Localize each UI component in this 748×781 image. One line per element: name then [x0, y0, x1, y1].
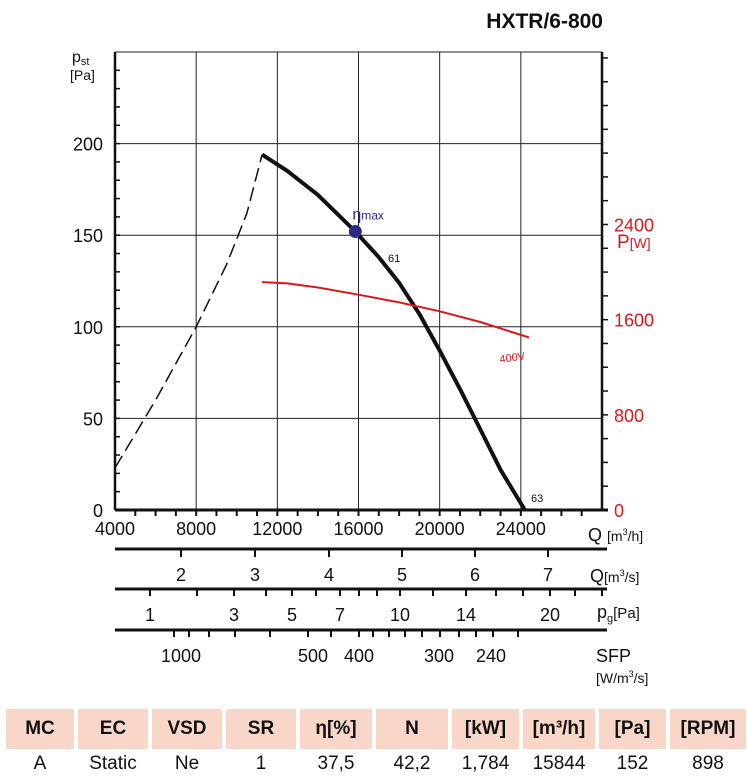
series-pressure-unstable: [114, 154, 263, 469]
sfp-tick-label: 500: [298, 646, 328, 666]
q-m3s-tick-label: 2: [176, 565, 186, 585]
x-tick-label: 8000: [176, 519, 216, 539]
table-value-cell: 37,5: [317, 753, 355, 774]
x-tick-label: 16000: [333, 519, 383, 539]
y-right-tick-label: 2400: [614, 215, 654, 235]
y-axis-label: pst: [72, 49, 89, 68]
y-right-tick-label: 1600: [614, 311, 654, 331]
series-pressure-stable: [261, 152, 527, 512]
q-m3s-tick-label: 3: [250, 565, 260, 585]
table-header-cell: η[%]: [300, 709, 372, 749]
table-header-cell: SR: [226, 709, 296, 749]
table-header-cell: VSD: [152, 709, 222, 749]
q-m3s-label: Q[m3/s]: [590, 566, 639, 586]
q-m3s-tick-label: 6: [470, 565, 480, 585]
table-header-cell: MC: [6, 709, 74, 749]
table-header-cell: [m³/h]: [523, 709, 595, 749]
y-axis-unit: [Pa]: [70, 67, 95, 83]
x-tick-label: 20000: [415, 519, 465, 539]
sfp-unit: [W/m3/s]: [596, 669, 648, 686]
table-header-row: MC EC VSD SR η[%] N [kW] [m³/h] [Pa] [RPM]: [6, 709, 746, 749]
y-tick-label: 0: [93, 501, 103, 521]
sfp-tick-label: 400: [344, 646, 374, 666]
x-tick-label: 24000: [496, 519, 546, 539]
chart-title: HXTR/6-800: [486, 10, 603, 33]
curve-label-63: 63: [531, 493, 543, 505]
y-tick-label: 50: [83, 409, 103, 429]
pg-tick-label: 20: [540, 605, 560, 625]
y-right-tick-label: 0: [614, 501, 624, 521]
table-value-row: A Static Ne 1 37,5 42,2 1,784 15844 152 898: [6, 749, 746, 779]
pg-tick-label: 5: [287, 605, 297, 625]
y-tick-label: 150: [73, 226, 103, 246]
curve-label-400v: 400V: [499, 350, 527, 366]
x-tick-label: 4000: [95, 519, 135, 539]
y-right-axis-label: P[W]: [617, 232, 651, 253]
pg-tick-label: 10: [390, 605, 410, 625]
table-value-cell: Ne: [174, 753, 200, 774]
q-m3s-tick-label: 4: [324, 565, 334, 585]
table-value-cell: 42,2: [393, 753, 431, 774]
table-value-cell: 898: [692, 753, 724, 774]
table-value-cell: A: [33, 753, 47, 774]
curve-label-61: 61: [388, 253, 400, 265]
sfp-tick-label: 240: [476, 646, 506, 666]
pg-tick-label: 14: [456, 605, 476, 625]
table-value-cell: 1,784: [461, 753, 510, 774]
x-tick-label: 12000: [252, 519, 302, 539]
eta-max-marker: [348, 225, 362, 239]
sfp-label: SFP: [596, 646, 631, 666]
q-m3s-tick-label: 7: [543, 565, 553, 585]
y-right-tick-label: 800: [614, 406, 644, 426]
sfp-tick-label: 1000: [161, 646, 201, 666]
table-header-cell: [kW]: [452, 709, 519, 749]
pg-tick-label: 7: [335, 605, 345, 625]
table-header-cell: [RPM]: [670, 709, 746, 749]
specs-table: MC EC VSD SR η[%] N [kW] [m³/h] [Pa] [RPM] A Stati…: [6, 709, 746, 779]
pg-tick-label: 1: [145, 605, 155, 625]
pg-tick-label: 3: [229, 605, 239, 625]
table-value-cell: 1: [255, 753, 267, 774]
table-value-cell: Static: [89, 753, 137, 774]
eta-max-label: ηmax: [352, 207, 384, 224]
pg-label: pg[Pa]: [597, 602, 640, 625]
sfp-tick-label: 300: [424, 646, 454, 666]
table-header-cell: [Pa]: [599, 709, 666, 749]
y-tick-label: 100: [73, 318, 103, 338]
table-value-cell: 15844: [532, 753, 586, 774]
table-value-cell: 152: [616, 753, 649, 774]
y-tick-label: 200: [73, 135, 103, 155]
x-axis-label: Q [m3/h]: [588, 525, 643, 545]
table-header-cell: EC: [78, 709, 148, 749]
table-header-cell: N: [376, 709, 448, 749]
q-m3s-tick-label: 5: [397, 565, 407, 585]
series-power: [262, 281, 530, 339]
